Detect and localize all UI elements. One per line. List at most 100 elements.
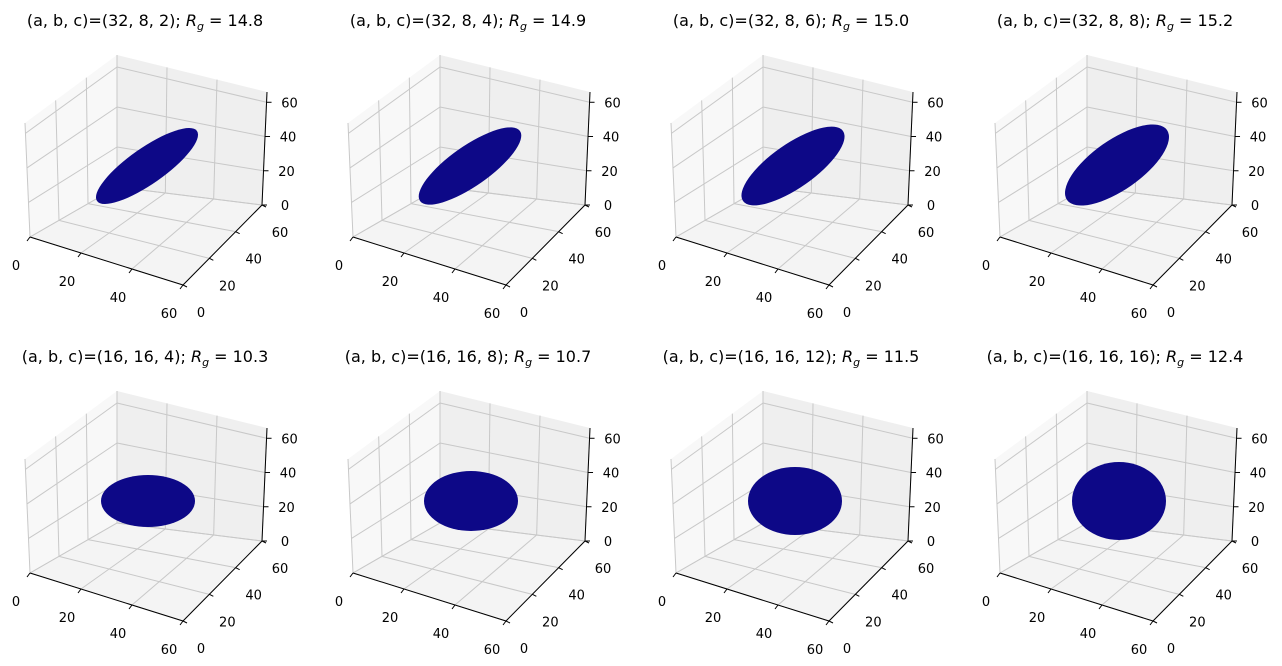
gridline-z-left: [674, 146, 764, 203]
x-axis: [675, 236, 830, 286]
gridline-z-back: [762, 442, 912, 474]
gridline-y-left: [378, 436, 383, 557]
x-tick: [128, 268, 133, 274]
y-tick-label: 0: [197, 642, 205, 657]
x-tick: [451, 604, 456, 610]
pane-left: [995, 55, 1087, 237]
x-axis: [352, 572, 507, 622]
y-tick-label: 40: [568, 253, 585, 268]
z-axis: [584, 427, 591, 542]
gridline-y-left: [85, 413, 89, 540]
subplot-6: (a, b, c)=(16, 16, 8); Rg = 10.7 0 20 40 60 0…: [335, 347, 621, 658]
title-rg-value: = 10.7: [532, 347, 591, 366]
gridline-x-floor: [777, 534, 860, 606]
x-tick-label: 60: [161, 307, 178, 322]
title-rg-value: = 10.3: [209, 347, 268, 366]
x-tick: [996, 236, 1001, 242]
gridline-z-left: [26, 106, 118, 169]
x-tick: [400, 588, 405, 594]
y-tick: [209, 593, 214, 597]
x-tick-label: 20: [705, 611, 722, 626]
z-tick-label: 40: [603, 467, 620, 482]
gridline-z-back: [762, 66, 913, 103]
x-tick: [825, 284, 830, 290]
z-tick-label: 60: [1251, 96, 1268, 111]
gridline-y-left: [731, 413, 735, 540]
y-tick: [855, 257, 860, 261]
x-tick-label: 0: [982, 259, 990, 274]
y-tick-label: 0: [520, 642, 528, 657]
title-rg-subscript: g: [202, 356, 209, 369]
x-axis: [352, 236, 507, 286]
z-axis: [1231, 91, 1238, 206]
y-tick: [505, 284, 511, 288]
gridline-x-back: [1183, 79, 1188, 200]
z-tick-label: 0: [1251, 535, 1259, 550]
y-tick-label: 20: [542, 279, 559, 294]
y-axis: [1152, 540, 1233, 622]
y-axis: [182, 540, 263, 622]
pane-floor: [353, 187, 585, 285]
y-tick: [505, 620, 511, 624]
z-axis: [261, 91, 268, 206]
ellipsoid-points: [1072, 462, 1166, 540]
gridline-x-back: [213, 79, 218, 200]
gridline-z-left: [675, 522, 764, 574]
gridline-x-floor: [403, 192, 489, 254]
x-axis: [675, 572, 830, 622]
x-tick: [77, 252, 82, 258]
gridline-x-floor: [131, 198, 214, 270]
x-tick-label: 60: [1131, 643, 1148, 658]
x-axis: [999, 572, 1154, 622]
x-tick: [1149, 620, 1154, 626]
gridline-y-left: [24, 122, 31, 238]
title-rg-value: = 12.4: [1184, 347, 1243, 366]
gridline-y-left: [1025, 100, 1030, 221]
x-tick-label: 20: [382, 275, 399, 290]
x-tick-label: 20: [382, 611, 399, 626]
z-tick-label: 40: [603, 131, 620, 146]
y-tick-label: 40: [245, 589, 262, 604]
y-tick: [532, 257, 537, 261]
title-rg-value: = 14.8: [204, 11, 263, 30]
subplot-title: (a, b, c)=(32, 8, 2); Rg = 14.8: [27, 11, 263, 33]
z-tick-label: 40: [926, 467, 943, 482]
gridline-z-left: [672, 442, 764, 505]
x-tick-label: 60: [484, 643, 501, 658]
gridline-z-left: [998, 482, 1088, 539]
y-tick: [855, 593, 860, 597]
y-tick-label: 20: [219, 615, 236, 630]
z-axis: [907, 91, 914, 206]
x-tick-label: 60: [484, 307, 501, 322]
x-tick: [400, 252, 405, 258]
x-tick: [825, 620, 830, 626]
gridline-y-floor: [733, 539, 882, 569]
title-rg-subscript: g: [853, 356, 860, 369]
y-axis: [1152, 204, 1233, 286]
y-tick: [881, 231, 886, 235]
y-tick: [1205, 567, 1210, 571]
gridline-y-left: [378, 100, 383, 221]
gridline-z-back: [116, 402, 267, 439]
gridline-x-back: [859, 79, 864, 200]
gridline-x-back: [536, 415, 541, 536]
z-axis: [1231, 427, 1238, 542]
x-tick-label: 40: [756, 627, 773, 642]
gridline-z-back: [1086, 106, 1236, 138]
y-tick: [235, 567, 240, 571]
title-rg-subscript: g: [1177, 356, 1184, 369]
gridline-z-left: [995, 402, 1088, 470]
gridline-y-left: [408, 413, 412, 540]
y-tick-label: 60: [918, 226, 935, 241]
gridline-z-back: [439, 442, 589, 474]
gridline-z-left: [996, 106, 1088, 169]
z-tick-label: 60: [604, 432, 621, 447]
gridline-y-left: [1055, 413, 1059, 540]
gridline-z-left: [349, 442, 441, 505]
y-tick-label: 40: [245, 253, 262, 268]
z-tick-label: 20: [924, 501, 941, 516]
gridline-y-floor: [1057, 203, 1206, 233]
x-axis: [999, 236, 1154, 286]
gridline-y-floor: [704, 555, 856, 595]
